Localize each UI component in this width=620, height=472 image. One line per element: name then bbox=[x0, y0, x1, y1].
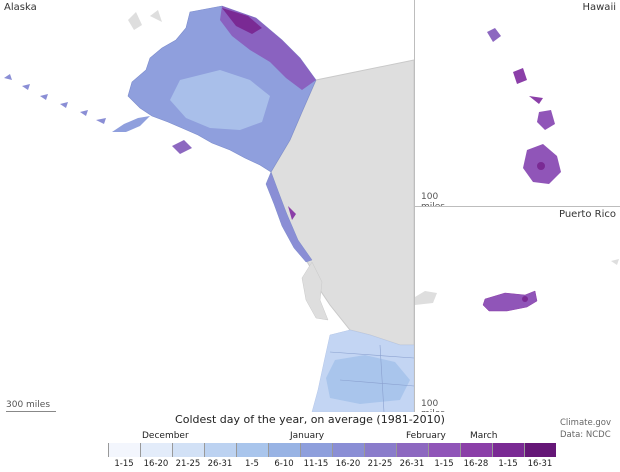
legend-tick-label: 21-25 bbox=[367, 459, 393, 469]
credit-source: Climate.gov bbox=[560, 418, 612, 428]
hawaii-maui bbox=[537, 110, 555, 130]
alaska-peninsula bbox=[112, 116, 150, 132]
kodiak-island bbox=[172, 140, 192, 154]
legend-tick-label: 11-15 bbox=[303, 459, 329, 469]
puerto-rico-panel-title: Puerto Rico bbox=[558, 209, 616, 220]
legend-swatch bbox=[492, 443, 524, 457]
credit-data: Data: NCDC bbox=[560, 430, 611, 440]
hawaii-oahu bbox=[513, 68, 527, 84]
alaska-north-deep bbox=[222, 8, 262, 34]
hawaii-map bbox=[487, 28, 561, 184]
legend-tick-label: 16-20 bbox=[335, 459, 361, 469]
vertical-divider bbox=[414, 0, 415, 412]
legend-swatch bbox=[524, 443, 556, 457]
legend-tick-label: 1-15 bbox=[114, 459, 134, 469]
legend-tick-label: 26-31 bbox=[399, 459, 425, 469]
month-label-december: December bbox=[142, 431, 189, 441]
horizontal-divider bbox=[415, 206, 620, 207]
legend-title: Coldest day of the year, on average (198… bbox=[175, 413, 445, 426]
state-borders bbox=[329, 344, 414, 412]
alaska-panel-title: Alaska bbox=[4, 2, 37, 13]
month-label-january: January bbox=[290, 431, 325, 441]
legend-tick-label: 16-31 bbox=[527, 459, 553, 469]
alaska-interior-light bbox=[170, 70, 270, 130]
legend-swatch bbox=[108, 443, 140, 457]
legend-swatch bbox=[428, 443, 460, 457]
aleutian-islands bbox=[4, 74, 106, 124]
hawaii-scale-label: 100 miles bbox=[421, 192, 465, 206]
legend-swatch bbox=[332, 443, 364, 457]
legend-swatch bbox=[172, 443, 204, 457]
legend-swatch bbox=[460, 443, 492, 457]
legend-tick-label: 1-15 bbox=[434, 459, 454, 469]
legend-swatch bbox=[300, 443, 332, 457]
hawaii-map-panel: Hawaii 100 miles bbox=[415, 0, 620, 206]
legend-tick-label: 26-31 bbox=[207, 459, 233, 469]
alaska-map bbox=[4, 5, 414, 412]
panhandle-purple bbox=[288, 206, 296, 220]
hawaii-panel-title: Hawaii bbox=[582, 2, 616, 13]
alaska-panhandle bbox=[265, 171, 313, 263]
hawaii-kauai bbox=[487, 28, 501, 42]
legend-tick-label: 16-28 bbox=[463, 459, 489, 469]
hawaii-molokai bbox=[529, 96, 543, 104]
puerto-rico-map bbox=[415, 259, 619, 312]
puerto-rico-island bbox=[482, 290, 538, 312]
month-label-march: March bbox=[470, 431, 498, 441]
arctic-islands bbox=[128, 10, 162, 30]
legend-swatch bbox=[140, 443, 172, 457]
legend-swatch bbox=[268, 443, 300, 457]
legend-swatch bbox=[204, 443, 236, 457]
hispaniola-land bbox=[415, 291, 437, 305]
pr-small-islands bbox=[611, 259, 619, 265]
legend-tick-label: 1-15 bbox=[498, 459, 518, 469]
hawaii-volcano-mark bbox=[537, 162, 545, 170]
pacific-northwest-darker bbox=[326, 355, 410, 404]
legend-tick-label: 1-5 bbox=[245, 459, 259, 469]
legend-tick-label: 16-20 bbox=[143, 459, 169, 469]
pr-dark-mark bbox=[522, 296, 528, 302]
legend-tick-label: 21-25 bbox=[175, 459, 201, 469]
puerto-rico-scale-label: 100 miles bbox=[421, 399, 465, 412]
legend-swatch bbox=[364, 443, 396, 457]
month-label-february: February bbox=[406, 431, 446, 441]
legend-swatch bbox=[396, 443, 428, 457]
alaska-map-panel: Alaska 300 miles bbox=[4, 2, 414, 412]
bc-coast bbox=[301, 261, 329, 321]
puerto-rico-map-panel: Puerto Rico 100 miles bbox=[415, 207, 620, 412]
legend-tick-label: 6-10 bbox=[274, 459, 294, 469]
legend-swatch bbox=[236, 443, 268, 457]
alaska-scale-label: 300 miles bbox=[6, 400, 56, 412]
